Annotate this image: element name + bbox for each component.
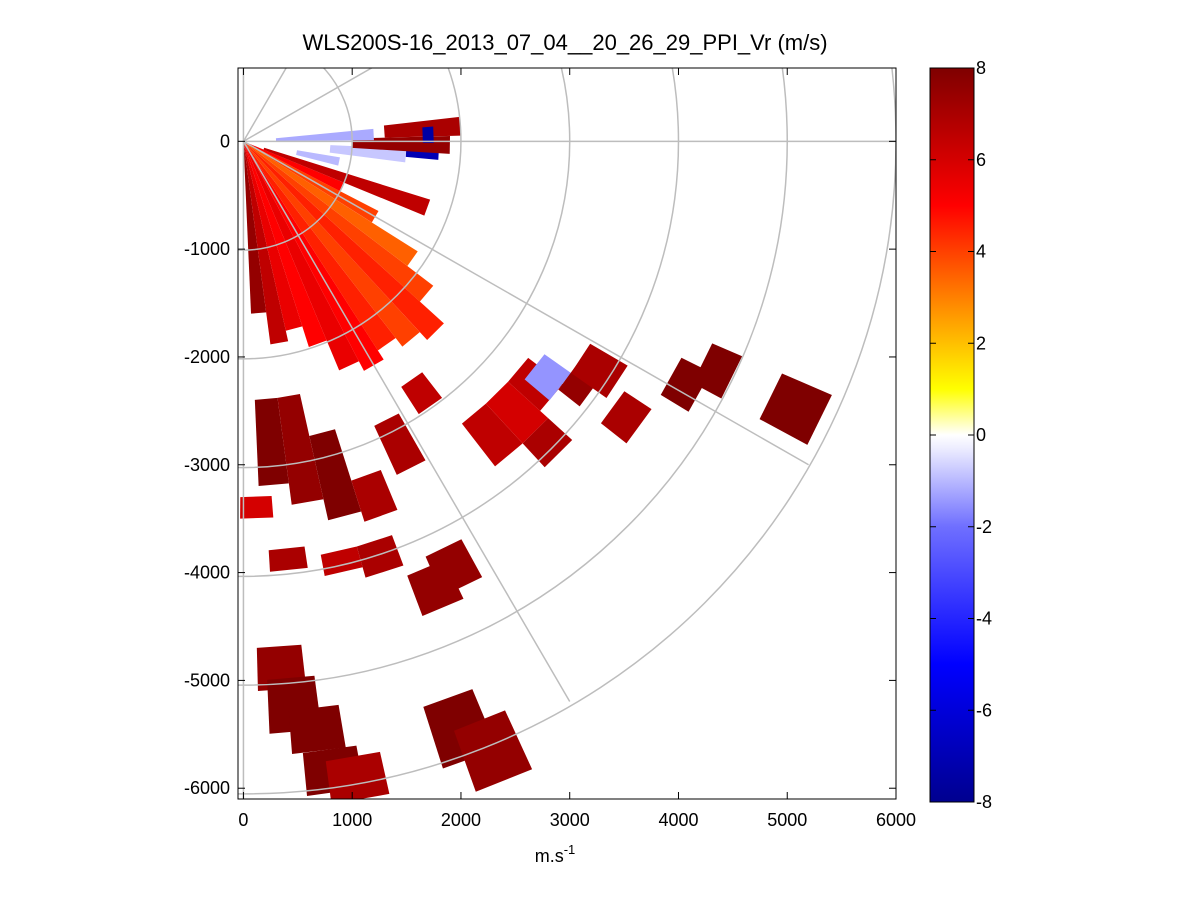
- velocity-cell: [243, 141, 344, 192]
- colorbar-tick-label: 4: [976, 242, 986, 262]
- velocity-cell: [263, 147, 431, 216]
- azimuth-spoke: [242, 140, 571, 702]
- velocity-cell: [356, 535, 404, 578]
- x-tick-label: 3000: [550, 810, 590, 830]
- velocity-cell: [325, 751, 390, 799]
- colorbar-ticks: 8 6 4 2 0 -2 -4 -6 -8: [930, 58, 992, 812]
- y-tick-label: 0: [220, 131, 230, 151]
- colorbar-tick-label: -6: [976, 700, 992, 720]
- velocity-cell: [243, 141, 379, 223]
- y-tick-label: -4000: [184, 563, 230, 583]
- colorbar-tick-label: 2: [976, 333, 986, 353]
- velocity-cell: [243, 141, 418, 267]
- velocity-cell: [277, 393, 324, 505]
- plot-area: 0 1000 2000 3000 4000 5000 6000 0 -1000 -2000 -30…: [184, 67, 916, 830]
- x-axis-label-main: m.s: [535, 846, 564, 866]
- colorbar-tick-label: 0: [976, 425, 986, 445]
- velocity-cell: [268, 546, 308, 572]
- velocity-cell: [461, 403, 523, 467]
- velocity-cell: [243, 141, 289, 345]
- velocity-cell: [600, 391, 652, 444]
- x-tick-label: 5000: [767, 810, 807, 830]
- chart-title: WLS200S-16_2013_07_04__20_26_29_PPI_Vr (…: [302, 30, 827, 55]
- velocity-cell: [454, 710, 533, 792]
- velocity-cell: [288, 704, 346, 754]
- colorbar-tick-label: 6: [976, 150, 986, 170]
- velocity-cell: [296, 150, 340, 166]
- plot-frame: [237, 67, 897, 800]
- velocity-cell: [254, 397, 289, 487]
- velocity-cell: [374, 413, 426, 475]
- velocity-cell: [351, 470, 398, 522]
- velocity-cell: [660, 357, 711, 412]
- velocity-cell: [425, 539, 483, 597]
- velocity-cell: [243, 141, 303, 331]
- colorbar-tick-label: 8: [976, 58, 986, 78]
- x-axis: 0 1000 2000 3000 4000 5000 6000: [238, 68, 916, 830]
- x-tick-label: 2000: [441, 810, 481, 830]
- velocity-cell: [692, 343, 743, 399]
- velocity-cell: [243, 141, 396, 351]
- colorbar: 8 6 4 2 0 -2 -4 -6 -8: [929, 58, 992, 812]
- azimuth-spoke: [243, 140, 809, 466]
- velocity-cell: [759, 373, 832, 445]
- y-tick-label: -6000: [184, 778, 230, 798]
- x-tick-label: 0: [238, 810, 248, 830]
- x-tick-label: 1000: [332, 810, 372, 830]
- velocity-cell: [524, 354, 572, 401]
- velocity-cell: [243, 141, 327, 347]
- velocity-cell: [522, 418, 573, 468]
- velocity-cell: [243, 141, 420, 347]
- velocity-cell: [240, 496, 274, 519]
- velocity-cell: [320, 546, 363, 576]
- azimuth-spoke: [243, 68, 374, 142]
- y-tick-label: -2000: [184, 347, 230, 367]
- velocity-cell: [422, 126, 434, 143]
- y-tick-label: -1000: [184, 239, 230, 259]
- x-tick-label: 6000: [876, 810, 916, 830]
- velocity-cells: [240, 116, 832, 799]
- velocity-cell: [243, 141, 359, 371]
- velocity-cell: [485, 381, 549, 444]
- x-axis-label: m.s-1: [535, 842, 576, 866]
- velocity-cell: [243, 141, 384, 371]
- colorbar-tick-label: -8: [976, 792, 992, 812]
- y-axis: 0 -1000 -2000 -3000 -4000 -5000 -6000: [184, 131, 896, 798]
- velocity-cell: [243, 141, 267, 314]
- colorbar-gradient: [929, 67, 975, 803]
- velocity-cell: [571, 343, 628, 399]
- velocity-cell: [243, 141, 444, 341]
- velocity-cell: [243, 141, 434, 302]
- velocity-cell: [383, 116, 461, 138]
- colorbar-tick-label: -2: [976, 517, 992, 537]
- x-axis-label-superscript: -1: [564, 842, 576, 857]
- y-tick-label: -3000: [184, 455, 230, 475]
- velocity-cell: [309, 429, 362, 521]
- velocity-cell: [275, 128, 374, 142]
- x-tick-label: 4000: [658, 810, 698, 830]
- velocity-cell: [401, 372, 443, 415]
- colorbar-tick-label: -4: [976, 609, 992, 629]
- y-tick-label: -5000: [184, 670, 230, 690]
